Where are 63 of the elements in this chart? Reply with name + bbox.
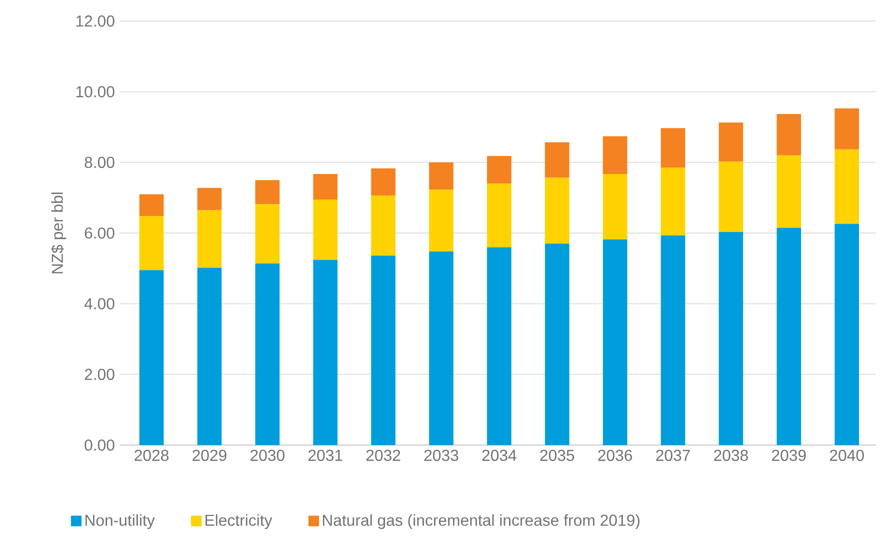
bar	[139, 194, 164, 216]
bar	[371, 256, 396, 446]
bar	[313, 174, 338, 200]
bar	[429, 162, 454, 190]
bar	[544, 142, 570, 178]
y-tick-label: 0.00	[84, 440, 114, 451]
y-tick-label: 12.00	[76, 16, 114, 27]
bar	[834, 108, 860, 150]
legend-label: Natural gas (incremental increase from 2019)	[322, 514, 640, 530]
bar	[776, 114, 802, 156]
bar	[660, 168, 686, 236]
legend-label: Non-utility	[86, 514, 155, 530]
bar	[776, 155, 802, 228]
y-tick-label: 10.00	[76, 86, 114, 98]
bar	[660, 128, 686, 168]
bar	[718, 122, 744, 162]
x-tick-label: 2030	[250, 450, 284, 462]
bar	[660, 236, 686, 446]
x-tick-label: 2037	[656, 450, 690, 462]
x-tick-label: 2031	[308, 450, 342, 462]
bar	[139, 270, 164, 446]
bar	[718, 162, 744, 232]
y-tick-label: 6.00	[84, 228, 114, 239]
bar	[429, 190, 454, 252]
bar	[544, 178, 570, 244]
bar	[255, 264, 280, 446]
x-tick-label: 2038	[714, 450, 748, 462]
y-tick-label: 4.00	[84, 298, 114, 310]
bar	[371, 196, 396, 256]
bar	[834, 224, 860, 446]
bar	[197, 210, 222, 268]
bar	[139, 216, 164, 270]
x-tick-label: 2040	[830, 450, 864, 462]
bar	[313, 260, 338, 446]
y-axis-title: NZ$ per bbl	[51, 192, 66, 274]
bar	[487, 156, 512, 184]
x-tick-label: 2036	[598, 450, 632, 462]
bar	[602, 174, 628, 240]
bar	[197, 188, 222, 210]
bar	[255, 180, 280, 204]
bar	[313, 200, 338, 260]
x-tick-label: 2034	[482, 450, 516, 462]
y-tick-label: 2.00	[84, 368, 114, 380]
legend-label: Electricity	[206, 514, 272, 530]
bar	[776, 228, 802, 446]
y-tick-label: 8.00	[84, 156, 114, 168]
x-tick-label: 2032	[366, 450, 400, 462]
bar	[487, 247, 512, 446]
bar	[718, 232, 744, 446]
bar	[255, 204, 280, 264]
x-tick-label: 2039	[772, 450, 806, 462]
bar	[371, 168, 396, 196]
bar	[197, 268, 222, 446]
x-tick-label: 2033	[424, 450, 458, 462]
bar	[429, 252, 454, 446]
x-tick-label: 2029	[192, 450, 226, 462]
bar	[602, 240, 628, 446]
bar	[487, 184, 512, 248]
bar	[602, 136, 628, 174]
x-tick-label: 2028	[134, 450, 168, 462]
bar	[544, 244, 570, 446]
x-tick-label: 2035	[540, 450, 574, 462]
bar	[834, 149, 860, 224]
